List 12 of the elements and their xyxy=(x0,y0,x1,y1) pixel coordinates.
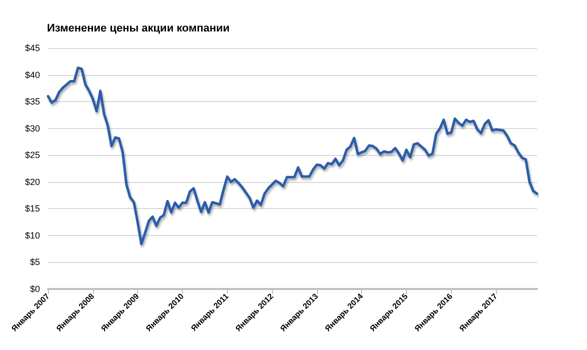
y-tick-label: $30 xyxy=(25,123,40,134)
y-tick-label: $40 xyxy=(25,70,40,80)
y-tick-label: $0 xyxy=(30,284,40,294)
y-tick-label: $10 xyxy=(25,230,40,240)
y-tick-label: $35 xyxy=(25,96,40,107)
y-tick-label: $15 xyxy=(25,204,40,214)
y-tick-label: $20 xyxy=(25,176,40,187)
y-tick-label: $25 xyxy=(25,150,40,160)
y-tick-label: $5 xyxy=(30,257,40,268)
y-tick-label: $45 xyxy=(25,43,40,53)
chart-title: Изменение цены акции компании xyxy=(47,22,230,34)
line-series xyxy=(46,66,538,246)
